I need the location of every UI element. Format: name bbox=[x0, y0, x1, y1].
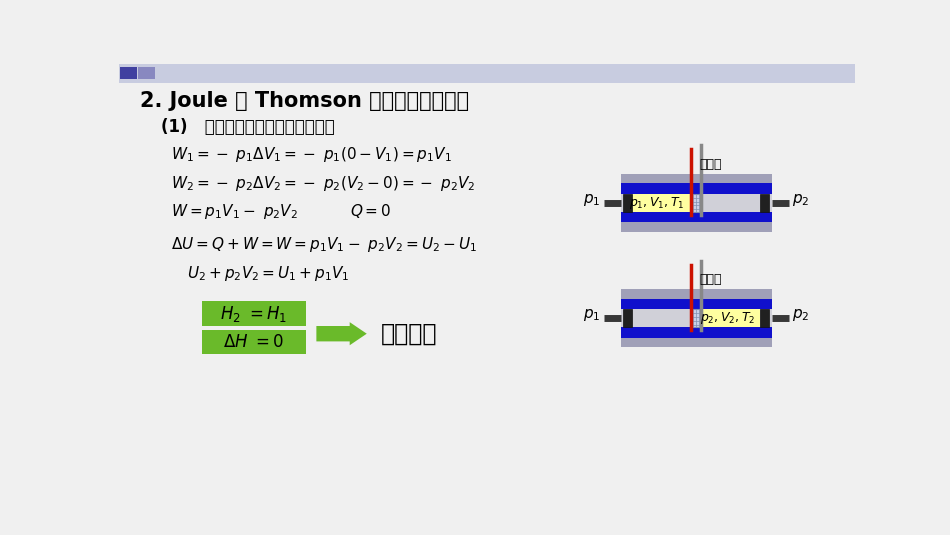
Bar bbox=[760, 309, 770, 327]
Text: 多孔塞: 多孔塞 bbox=[699, 158, 722, 171]
Bar bbox=[202, 301, 306, 326]
Bar bbox=[620, 223, 771, 232]
Text: $W_2 =-\ p_2\Delta V_2 =-\ p_2(V_2 - 0) =-\ p_2V_2$: $W_2 =-\ p_2\Delta V_2 =-\ p_2(V_2 - 0) … bbox=[171, 173, 476, 193]
Bar bbox=[620, 183, 771, 194]
Bar bbox=[620, 194, 771, 212]
Text: 多孔塞: 多孔塞 bbox=[699, 273, 722, 286]
Bar bbox=[623, 194, 632, 212]
Bar bbox=[119, 64, 855, 83]
Bar bbox=[620, 299, 771, 309]
Text: $W_1 =-\ p_1\Delta V_1 =-\ p_1(0 - V_1) = p_1V_1$: $W_1 =-\ p_1\Delta V_1 =-\ p_1(0 - V_1) … bbox=[171, 145, 452, 164]
Text: $p_1,V_1,T_1$: $p_1,V_1,T_1$ bbox=[629, 195, 685, 211]
Bar bbox=[620, 309, 771, 327]
Text: $H_2\ = H_1$: $H_2\ = H_1$ bbox=[220, 304, 287, 324]
Bar bbox=[623, 309, 632, 327]
Bar bbox=[691, 194, 701, 212]
Bar bbox=[620, 289, 771, 299]
Bar bbox=[138, 66, 155, 79]
Bar bbox=[701, 309, 760, 327]
Bar bbox=[620, 212, 771, 223]
Text: $p_2$: $p_2$ bbox=[792, 307, 809, 323]
Text: $W = p_1V_1 -\ p_2V_2$: $W = p_1V_1 -\ p_2V_2$ bbox=[171, 202, 298, 221]
Bar bbox=[620, 338, 771, 347]
Text: $\Delta U = Q + W = W = p_1V_1 -\ p_2V_2 = U_2 - U_1$: $\Delta U = Q + W = W = p_1V_1 -\ p_2V_2… bbox=[171, 235, 478, 254]
Bar bbox=[202, 330, 306, 355]
Bar bbox=[121, 66, 138, 79]
Text: $p_2,V_2,T_2$: $p_2,V_2,T_2$ bbox=[700, 310, 755, 326]
FancyArrow shape bbox=[316, 322, 367, 345]
Text: $Q = 0$: $Q = 0$ bbox=[350, 202, 391, 220]
Text: $p_1$: $p_1$ bbox=[583, 192, 600, 208]
Text: $p_1$: $p_1$ bbox=[583, 307, 600, 323]
Bar bbox=[691, 309, 701, 327]
Bar bbox=[620, 174, 771, 183]
Bar bbox=[620, 327, 771, 338]
Text: (1)   由封闭系统的热力学第一定律: (1) 由封闭系统的热力学第一定律 bbox=[162, 118, 335, 136]
Text: $\Delta H\ = 0$: $\Delta H\ = 0$ bbox=[223, 333, 284, 351]
Bar bbox=[760, 194, 770, 212]
Text: 恒焌过程: 恒焌过程 bbox=[381, 322, 437, 346]
Text: $U_2 + p_2V_2 = U_1 + p_1V_1$: $U_2 + p_2V_2 = U_1 + p_1V_1$ bbox=[187, 264, 350, 282]
Text: 2. Joule － Thomson 实验的热力学分析: 2. Joule － Thomson 实验的热力学分析 bbox=[141, 91, 469, 111]
Text: $p_2$: $p_2$ bbox=[792, 192, 809, 208]
Bar bbox=[632, 194, 691, 212]
